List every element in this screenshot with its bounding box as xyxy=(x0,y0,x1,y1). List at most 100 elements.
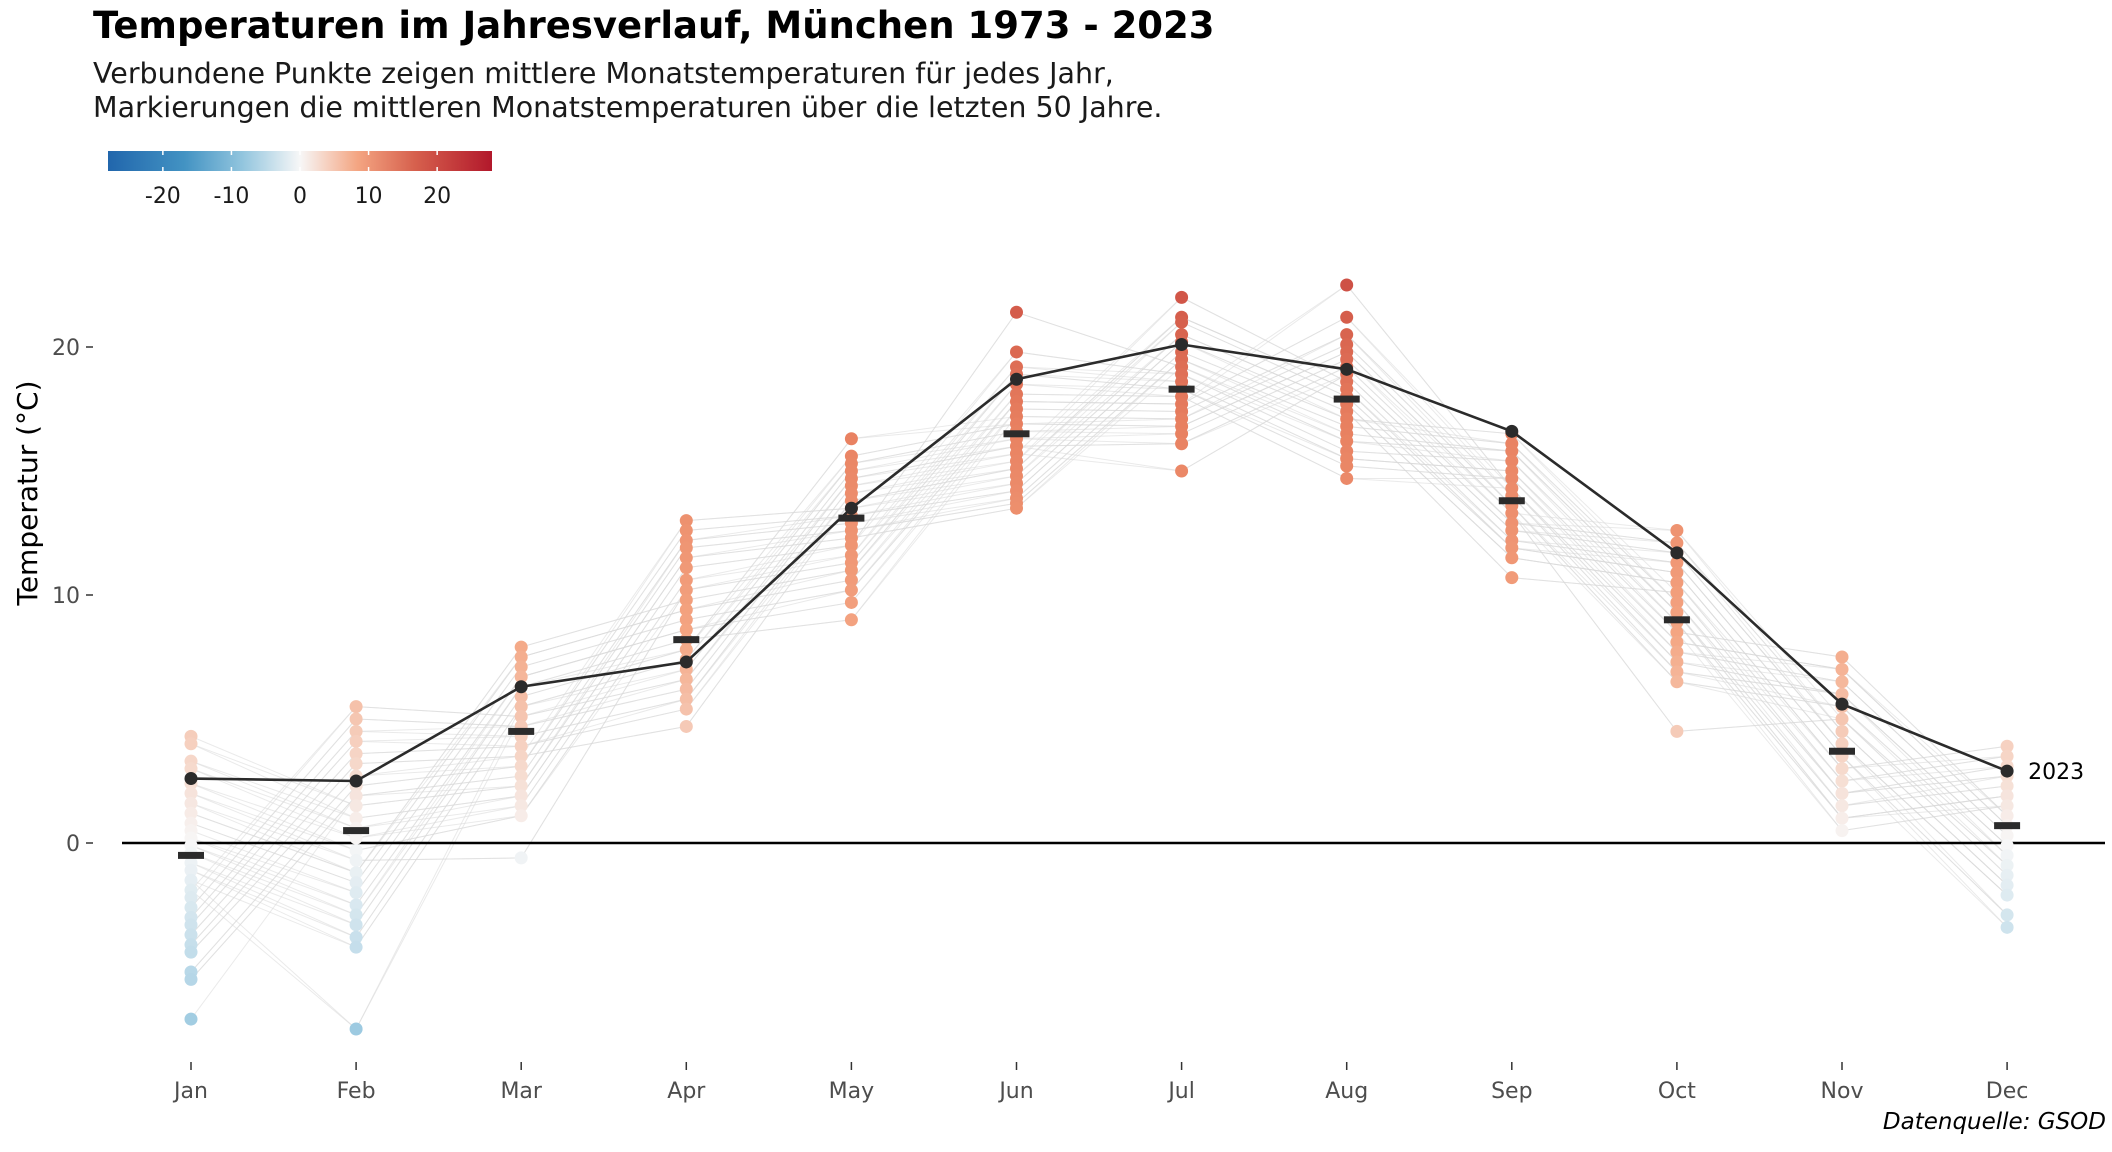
year-point xyxy=(514,710,528,724)
mean-marker xyxy=(1003,430,1030,438)
year-point xyxy=(1835,774,1849,788)
year-point xyxy=(2000,739,2014,753)
year-point xyxy=(349,811,363,825)
year-line xyxy=(190,334,2008,916)
x-tick-label: Aug xyxy=(1325,1079,1368,1104)
year-point xyxy=(1835,799,1849,813)
year-line xyxy=(190,334,2008,953)
year-point xyxy=(679,613,693,627)
year-point xyxy=(349,930,363,944)
x-tick-label: Dec xyxy=(1986,1079,2029,1104)
year-point xyxy=(1835,762,1849,776)
mean-marker xyxy=(1498,497,1525,505)
year-point xyxy=(679,583,693,597)
year-point xyxy=(1505,506,1519,520)
year-point xyxy=(2000,779,2014,793)
data-source-caption: Datenquelle: GSOD xyxy=(1882,1109,2106,1135)
year-point xyxy=(679,573,693,587)
year-point xyxy=(184,918,198,932)
year-point xyxy=(1835,662,1849,676)
year-point xyxy=(1010,345,1023,359)
year-point xyxy=(184,762,198,776)
year-point xyxy=(1835,811,1849,825)
year-point xyxy=(2000,888,2014,902)
highlight-point xyxy=(679,655,693,669)
year-point xyxy=(1010,501,1023,515)
year-lines xyxy=(190,284,2008,1030)
year-point xyxy=(844,595,858,609)
year-point xyxy=(679,603,693,617)
year-point xyxy=(349,789,363,803)
y-axis-label: Temperatur (°C) xyxy=(11,380,44,606)
year-point xyxy=(1670,556,1684,570)
year-point xyxy=(514,759,528,773)
year-point xyxy=(1835,786,1849,800)
year-point xyxy=(1505,454,1519,468)
year-point xyxy=(184,891,198,905)
year-point xyxy=(2000,809,2014,823)
colorbar-tick-label: 20 xyxy=(423,184,451,209)
x-tick-label: Mar xyxy=(500,1079,542,1104)
year-point xyxy=(1835,824,1849,838)
y-tick-label: 20 xyxy=(52,336,80,361)
year-point xyxy=(1175,437,1189,451)
year-point xyxy=(1670,586,1684,600)
year-line xyxy=(190,341,2008,980)
year-point xyxy=(1835,724,1849,738)
year-point xyxy=(1670,724,1684,738)
year-point xyxy=(349,876,363,890)
year-line xyxy=(190,296,2008,926)
year-point xyxy=(184,796,198,810)
year-point xyxy=(184,737,198,751)
year-point xyxy=(679,672,693,686)
mean-marker xyxy=(1168,385,1195,393)
highlight-point xyxy=(1835,697,1849,711)
year-point xyxy=(1835,687,1849,701)
mean-marker xyxy=(1333,395,1360,403)
year-point xyxy=(514,650,528,664)
year-point xyxy=(184,863,198,877)
year-point xyxy=(844,563,858,577)
highlight-line xyxy=(190,343,2008,783)
x-tick-label: Jan xyxy=(172,1079,208,1104)
year-point xyxy=(349,940,363,954)
year-point xyxy=(1340,434,1354,448)
year-point xyxy=(679,541,693,555)
x-axis: Jan Feb Mar Apr May Jun Jul Aug Sep Oct Nov Dec xyxy=(172,1062,2028,1104)
year-line xyxy=(190,373,2008,874)
year-line xyxy=(190,351,2008,938)
year-point xyxy=(514,690,528,704)
year-line xyxy=(190,358,2008,819)
year-point xyxy=(184,873,198,887)
year-point xyxy=(679,551,693,565)
year-point xyxy=(1835,712,1849,726)
year-point xyxy=(349,724,363,738)
colorbar-ticks: -20 -10 0 10 20 xyxy=(145,151,451,209)
highlight-point xyxy=(514,680,528,694)
year-point xyxy=(1670,536,1684,550)
year-line xyxy=(190,334,2008,953)
year-line xyxy=(190,334,2008,973)
year-point xyxy=(1340,328,1354,342)
year-point xyxy=(1175,315,1189,329)
highlight-point xyxy=(1505,424,1519,438)
year-point xyxy=(1505,524,1519,538)
year-point xyxy=(1670,655,1684,669)
year-point xyxy=(514,700,528,714)
year-point xyxy=(514,769,528,783)
year-point xyxy=(2000,868,2014,882)
highlight-point xyxy=(844,501,858,515)
year-point xyxy=(2000,799,2014,813)
year-point xyxy=(2000,878,2014,892)
year-point xyxy=(184,786,198,800)
year-point xyxy=(349,712,363,726)
year-point xyxy=(349,700,363,714)
year-point xyxy=(1670,665,1684,679)
year-point xyxy=(2000,829,2014,843)
year-point xyxy=(349,831,363,845)
highlight-point xyxy=(1175,338,1189,352)
year-point xyxy=(1835,675,1849,689)
year-point xyxy=(349,757,363,771)
